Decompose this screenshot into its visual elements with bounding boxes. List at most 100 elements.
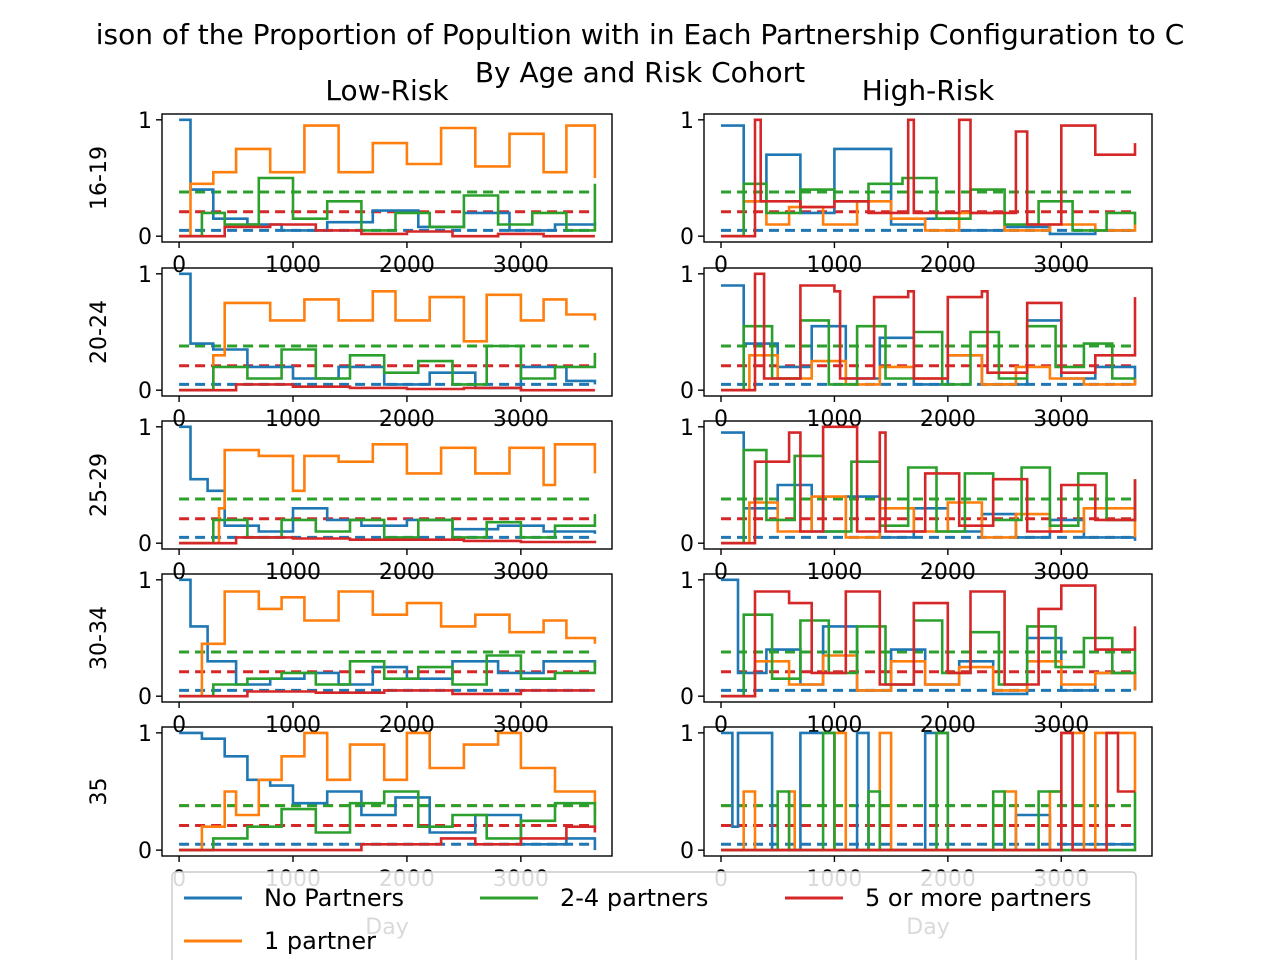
series-line-2-4-partners: [179, 344, 597, 392]
legend: No Partners 1 partner 2-4 partners 5 or mor…: [171, 871, 1137, 960]
row-label-25-29: 25-29: [87, 453, 112, 517]
series-line-5-or-more-partners: [179, 383, 595, 392]
x-tick-label: 0: [714, 713, 728, 738]
y-tick-label: 0: [680, 379, 694, 404]
row-label-35: 35: [87, 778, 112, 806]
series-line-5-or-more-partners: [179, 536, 597, 545]
series-line-no-partners: [721, 284, 1137, 386]
series-line-1-partner: [179, 731, 597, 852]
series-line-1-partner: [179, 590, 597, 698]
series-line-2-4-partners: [179, 790, 597, 852]
x-tick-label: 3000: [1033, 407, 1089, 432]
series-line-2-4-partners: [179, 176, 597, 238]
y-tick-label: 1: [680, 569, 694, 594]
y-tick-label: 1: [138, 569, 152, 594]
x-tick-label: 1000: [265, 713, 321, 738]
series-line-1-partner: [179, 443, 597, 545]
x-tick-label: 1000: [806, 407, 862, 432]
y-tick-label: 1: [138, 722, 152, 747]
x-tick-label: 3000: [1033, 253, 1089, 278]
x-tick-label: 3000: [1033, 560, 1089, 585]
x-tick-label: 0: [714, 253, 728, 278]
x-tick-label: 1000: [806, 560, 862, 585]
x-tick-label: 3000: [493, 407, 549, 432]
panel-25-29-low-risk: 0 1 0 1000 2000 3000: [138, 416, 613, 585]
legend-label-2-4-partners: 2-4 partners: [560, 884, 708, 912]
y-tick-label: 0: [138, 685, 152, 710]
panel-25-29-high-risk: 0 1 0 1000 2000 3000: [680, 416, 1153, 585]
panel-20-24-low-risk: 0 1 0 1000 2000 3000: [138, 263, 613, 432]
panel-30-34-low-risk: 010 1000 2000 3000: [138, 569, 613, 738]
x-tick-label: 0: [172, 713, 186, 738]
y-tick-label: 0: [138, 532, 152, 557]
x-tick-label: 1000: [806, 253, 862, 278]
y-tick-label: 1: [680, 263, 694, 288]
x-tick-label: 3000: [493, 560, 549, 585]
y-tick-label: 0: [680, 532, 694, 557]
y-tick-label: 1: [138, 109, 152, 134]
series-line-no-partners: [179, 425, 597, 534]
series-line-no-partners: [721, 731, 1135, 852]
axes-frame: [703, 267, 1153, 397]
row-label-30-34: 30-34: [87, 606, 112, 670]
row-label-20-24: 20-24: [87, 300, 112, 364]
axes-frame: [161, 726, 613, 857]
x-tick-label: 2000: [379, 560, 435, 585]
x-tick-label: 1000: [265, 253, 321, 278]
column-title-high-risk: High-Risk: [862, 74, 995, 107]
x-tick-label: 2000: [379, 407, 435, 432]
series-line-1-partner: [179, 290, 597, 392]
legend-label-1-partner: 1 partner: [264, 927, 376, 955]
x-tick-label: 0: [714, 407, 728, 432]
y-tick-label: 1: [680, 416, 694, 441]
legend-label-5-or-more-partners: 5 or more partners: [865, 884, 1091, 912]
axes-frame: [161, 113, 613, 243]
legend-frame: [171, 871, 1137, 960]
series-line-5-or-more-partners: [721, 118, 1137, 238]
x-tick-label: 0: [172, 407, 186, 432]
panel-16-19-low-risk: 0 1 0 1000 2000 3000: [138, 109, 613, 278]
row-label-16-19: 16-19: [87, 146, 112, 210]
chart-title-line2: By Age and Risk Cohort: [475, 56, 805, 89]
series-line-2-4-partners: [721, 613, 1137, 698]
x-tick-label: 2000: [379, 253, 435, 278]
y-tick-label: 1: [138, 416, 152, 441]
series-line-5-or-more-partners: [179, 825, 597, 852]
axes-frame: [161, 573, 613, 703]
series-line-5-or-more-partners: [721, 272, 1137, 392]
column-title-low-risk: Low-Risk: [325, 74, 449, 107]
series-line-5-or-more-partners: [721, 731, 1135, 852]
x-tick-label: 2000: [920, 560, 976, 585]
series-line-no-partners: [179, 118, 597, 232]
y-tick-label: 0: [680, 839, 694, 864]
x-tick-label: 3000: [493, 253, 549, 278]
x-tick-label: 0: [172, 560, 186, 585]
y-tick-label: 1: [680, 109, 694, 134]
series-line-5-or-more-partners: [179, 689, 595, 698]
x-tick-label: 1000: [265, 560, 321, 585]
series-line-2-4-partners: [721, 448, 1137, 545]
axes-frame: [703, 420, 1153, 550]
axes-frame: [161, 420, 613, 550]
y-tick-label: 0: [680, 685, 694, 710]
y-tick-label: 0: [138, 379, 152, 404]
axes-frame: [703, 113, 1153, 243]
axes-frame: [703, 573, 1153, 703]
legend-label-no-partners: No Partners: [264, 884, 404, 912]
series-line-no-partners: [721, 578, 1137, 696]
series-line-5-or-more-partners: [179, 223, 595, 238]
y-tick-label: 0: [138, 225, 152, 250]
y-tick-label: 1: [138, 263, 152, 288]
panel-30-34-high-risk: 010 1000 2000 3000: [680, 569, 1153, 738]
axes-frame: [703, 726, 1153, 857]
y-tick-label: 1: [680, 722, 694, 747]
series-line-1-partner: [721, 654, 1137, 698]
x-tick-label: 2000: [920, 253, 976, 278]
x-tick-label: 1000: [265, 407, 321, 432]
x-tick-label: 0: [714, 560, 728, 585]
subplot-grid: Low-Risk High-Risk 16-19 20-24 25-29 30-34 35 0…: [87, 74, 1153, 892]
series-line-2-4-partners: [179, 654, 597, 698]
